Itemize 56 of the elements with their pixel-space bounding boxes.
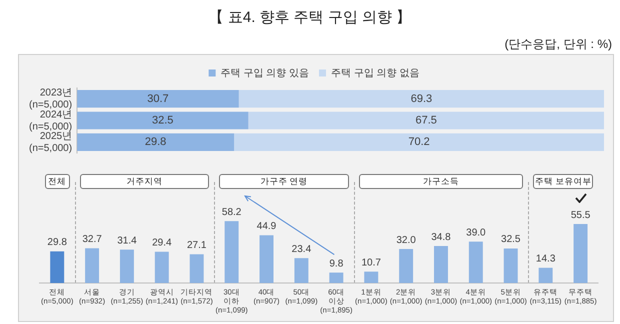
y-tick-label: 2024년 (n=5,000) (28, 109, 72, 132)
bar (504, 248, 518, 283)
bar (85, 248, 100, 283)
bar (329, 272, 344, 283)
data-label: 58.2 (222, 206, 242, 218)
data-label: 44.9 (256, 221, 277, 232)
data-label: 32.5 (501, 234, 521, 246)
bar (234, 133, 604, 151)
bar (248, 112, 604, 130)
bar (260, 235, 274, 283)
text: 전체 (44, 174, 70, 189)
bar (50, 251, 64, 283)
chart-title: 【 표4. 향후 주택 구입 의향 】 (208, 8, 412, 27)
data-label: 39.0 (466, 227, 486, 238)
data-label: 29.8 (144, 136, 166, 148)
bar (468, 242, 483, 283)
bar (238, 90, 604, 108)
data-label: 9.8 (329, 258, 344, 270)
chart-subtitle: (단수응답, 단위 : %) (504, 36, 612, 53)
data-label: 27.1 (186, 240, 207, 251)
bar (154, 252, 169, 283)
bar (190, 254, 204, 283)
data-label: 29.4 (152, 238, 172, 249)
data-label: 69.3 (410, 92, 432, 105)
data-label: 32.7 (82, 234, 102, 246)
text: 가구주 연령 (219, 174, 349, 189)
y-tick-label: 2023년 (n=5,000) (28, 88, 72, 111)
bar (399, 249, 414, 283)
bar (434, 246, 448, 283)
bar (224, 221, 239, 283)
y-tick-label: 2025년 (n=5,000) (28, 130, 72, 154)
bar (77, 112, 248, 130)
text: 거주지역 (80, 174, 210, 189)
data-label: 32.0 (396, 234, 416, 246)
data-label: 67.5 (415, 114, 437, 127)
data-label: 32.5 (152, 114, 174, 127)
text: 주택 보유여부 (533, 174, 593, 189)
data-label: 23.4 (292, 244, 312, 255)
data-label: 30.7 (147, 92, 169, 105)
bar (77, 133, 234, 151)
data-label: 70.2 (408, 136, 430, 148)
data-label: 55.5 (570, 210, 591, 221)
bar (574, 224, 588, 283)
text: 가구소득 (358, 174, 524, 189)
bar (77, 90, 239, 108)
bar (294, 258, 308, 283)
legend-label: 주택 구입 의향 있음 (220, 68, 310, 79)
data-label: 34.8 (431, 232, 452, 243)
data-label: 10.7 (361, 257, 382, 268)
data-label: 14.3 (536, 254, 556, 265)
bar (120, 250, 134, 283)
data-label: 29.8 (47, 237, 68, 248)
bar (538, 268, 553, 283)
legend-label: 주택 구입 의향 없음 (331, 68, 420, 79)
data-label: 31.4 (117, 235, 138, 246)
bar (364, 272, 378, 283)
